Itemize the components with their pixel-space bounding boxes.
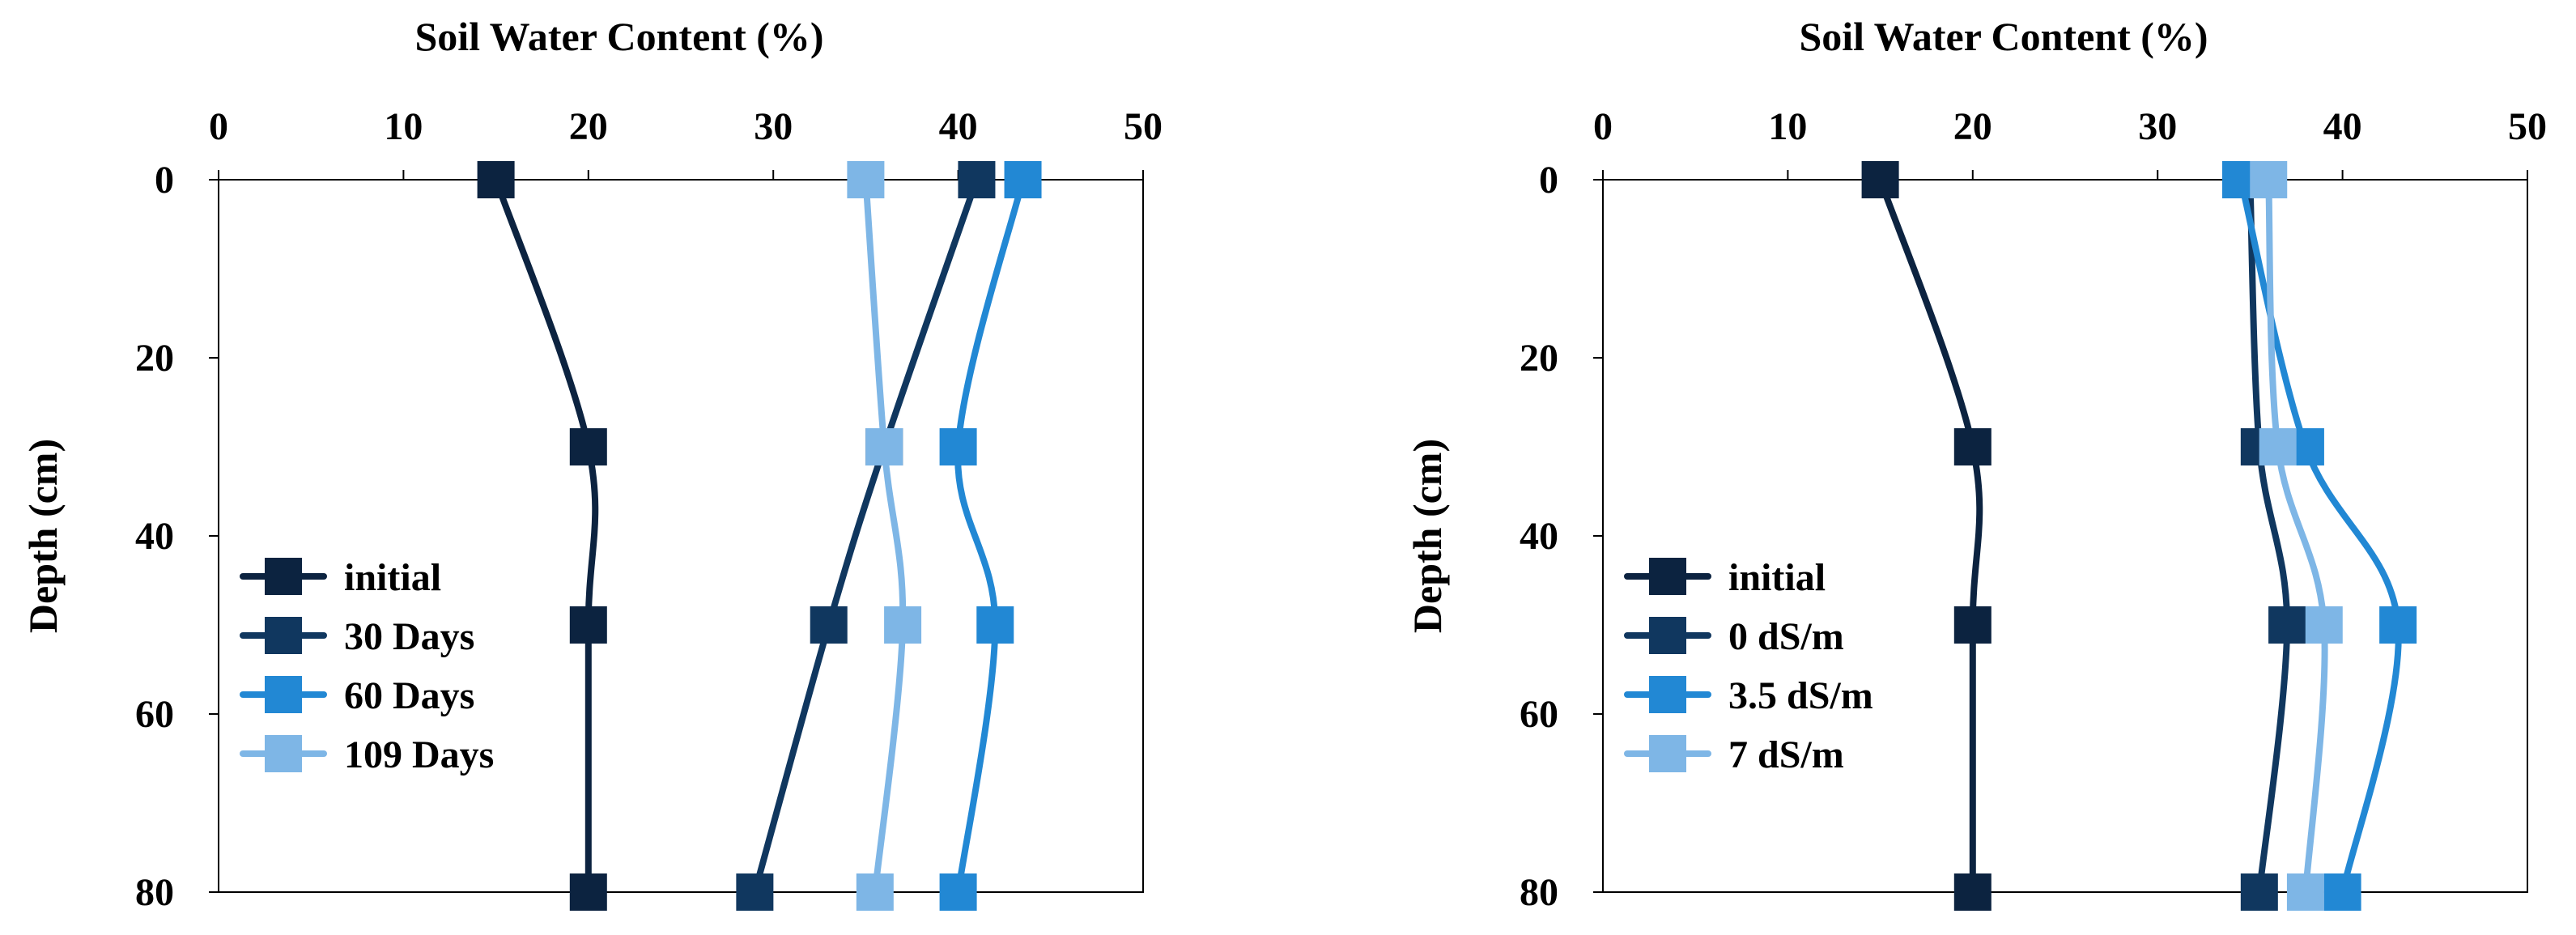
series-3 — [939, 161, 1042, 911]
x-tick-label: 10 — [384, 105, 423, 148]
legend-entry-3: 3.5 dS/m — [1624, 674, 1873, 717]
legend-marker — [1649, 735, 1686, 772]
legend-marker — [265, 676, 302, 713]
y-axis-title: Depth (cm) — [1405, 439, 1450, 633]
data-point — [939, 873, 977, 911]
data-point — [976, 606, 1014, 644]
x-axis-title: Soil Water Content (%) — [414, 14, 823, 59]
series-1 — [1861, 161, 1992, 911]
data-point — [569, 606, 607, 644]
legend-entry-1: initial — [240, 556, 441, 599]
legend-entry-2: 30 Days — [240, 615, 474, 658]
series-2 — [736, 161, 996, 911]
legend-entry-3: 60 Days — [240, 674, 474, 717]
x-tick-label: 30 — [2138, 105, 2177, 148]
x-axis-title: Soil Water Content (%) — [1799, 14, 2208, 59]
x-tick-label: 50 — [2508, 105, 2547, 148]
x-tick-label: 20 — [569, 105, 608, 148]
x-tick-label: 50 — [1124, 105, 1163, 148]
y-tick-label: 80 — [135, 871, 174, 914]
data-point — [2259, 428, 2297, 465]
y-tick-label: 20 — [135, 337, 174, 380]
y-tick-label: 0 — [1539, 159, 1558, 202]
legend-entry-4: 7 dS/m — [1624, 733, 1844, 776]
x-tick-label: 10 — [1768, 105, 1807, 148]
series-4 — [847, 161, 922, 911]
data-point — [477, 161, 515, 198]
data-point — [2323, 873, 2361, 911]
plot-area-frame — [1602, 179, 2528, 893]
data-point — [865, 428, 903, 465]
data-point — [847, 161, 885, 198]
data-point — [2268, 606, 2306, 644]
series-line — [1877, 176, 1983, 895]
data-point — [2240, 873, 2278, 911]
legend-marker — [1649, 676, 1686, 713]
data-point — [569, 428, 607, 465]
series-1 — [477, 161, 607, 911]
legend-label: 7 dS/m — [1728, 733, 1844, 776]
series-line — [2237, 176, 2402, 895]
x-tick-label: 0 — [209, 105, 228, 148]
series-line — [751, 176, 980, 895]
series-line — [2247, 176, 2291, 895]
data-point — [1953, 606, 1992, 644]
y-tick-label: 60 — [1520, 693, 1558, 736]
legend-label: 60 Days — [344, 674, 474, 717]
legend-entry-1: initial — [1624, 556, 1826, 599]
x-tick-label: 40 — [2323, 105, 2362, 148]
data-point — [810, 606, 848, 644]
data-point — [884, 606, 922, 644]
data-point — [1953, 873, 1992, 911]
plot-area-frame — [218, 179, 1144, 893]
y-tick-label: 80 — [1520, 871, 1558, 914]
y-tick-label: 0 — [155, 159, 174, 202]
legend-label: 3.5 dS/m — [1728, 674, 1873, 717]
legend-label: initial — [344, 556, 441, 599]
legend-entry-2: 0 dS/m — [1624, 615, 1844, 658]
data-point — [856, 873, 894, 911]
legend-label: 30 Days — [344, 615, 474, 658]
series-line — [954, 176, 1027, 895]
series-line — [492, 176, 599, 895]
y-tick-label: 40 — [1520, 515, 1558, 558]
legend-marker — [265, 735, 302, 772]
data-point — [958, 161, 996, 198]
data-point — [1953, 428, 1992, 465]
y-tick-label: 60 — [135, 693, 174, 736]
data-point — [1861, 161, 1899, 198]
data-point — [939, 428, 977, 465]
legend-marker — [1649, 558, 1686, 595]
data-point — [2286, 873, 2324, 911]
x-tick-label: 30 — [754, 105, 793, 148]
data-point — [2305, 606, 2343, 644]
legend-label: 109 Days — [344, 733, 494, 776]
legend-marker — [265, 558, 302, 595]
data-point — [569, 873, 607, 911]
x-tick-label: 0 — [1593, 105, 1613, 148]
data-point — [2379, 606, 2417, 644]
series-line — [2265, 176, 2328, 895]
chart-panel-1: 0 10 20 30 40 50 0 20 40 60 80 Soil Water Content (… — [20, 14, 1163, 914]
data-point — [1004, 161, 1042, 198]
data-point — [736, 873, 774, 911]
x-tick-label: 40 — [939, 105, 978, 148]
x-tick-label: 20 — [1953, 105, 1992, 148]
series-line — [862, 176, 907, 895]
y-tick-label: 40 — [135, 515, 174, 558]
legend-entry-4: 109 Days — [240, 733, 494, 776]
legend-label: 0 dS/m — [1728, 615, 1844, 658]
series-4 — [2250, 161, 2343, 911]
y-tick-label: 20 — [1520, 337, 1558, 380]
y-axis-title: Depth (cm) — [20, 439, 66, 633]
data-point — [2250, 161, 2288, 198]
legend-marker — [1649, 617, 1686, 654]
legend-label: initial — [1728, 556, 1826, 599]
chart-panel-2: 0 10 20 30 40 50 0 20 40 60 80 Soil Water Content (… — [1405, 14, 2547, 914]
legend-marker — [265, 617, 302, 654]
